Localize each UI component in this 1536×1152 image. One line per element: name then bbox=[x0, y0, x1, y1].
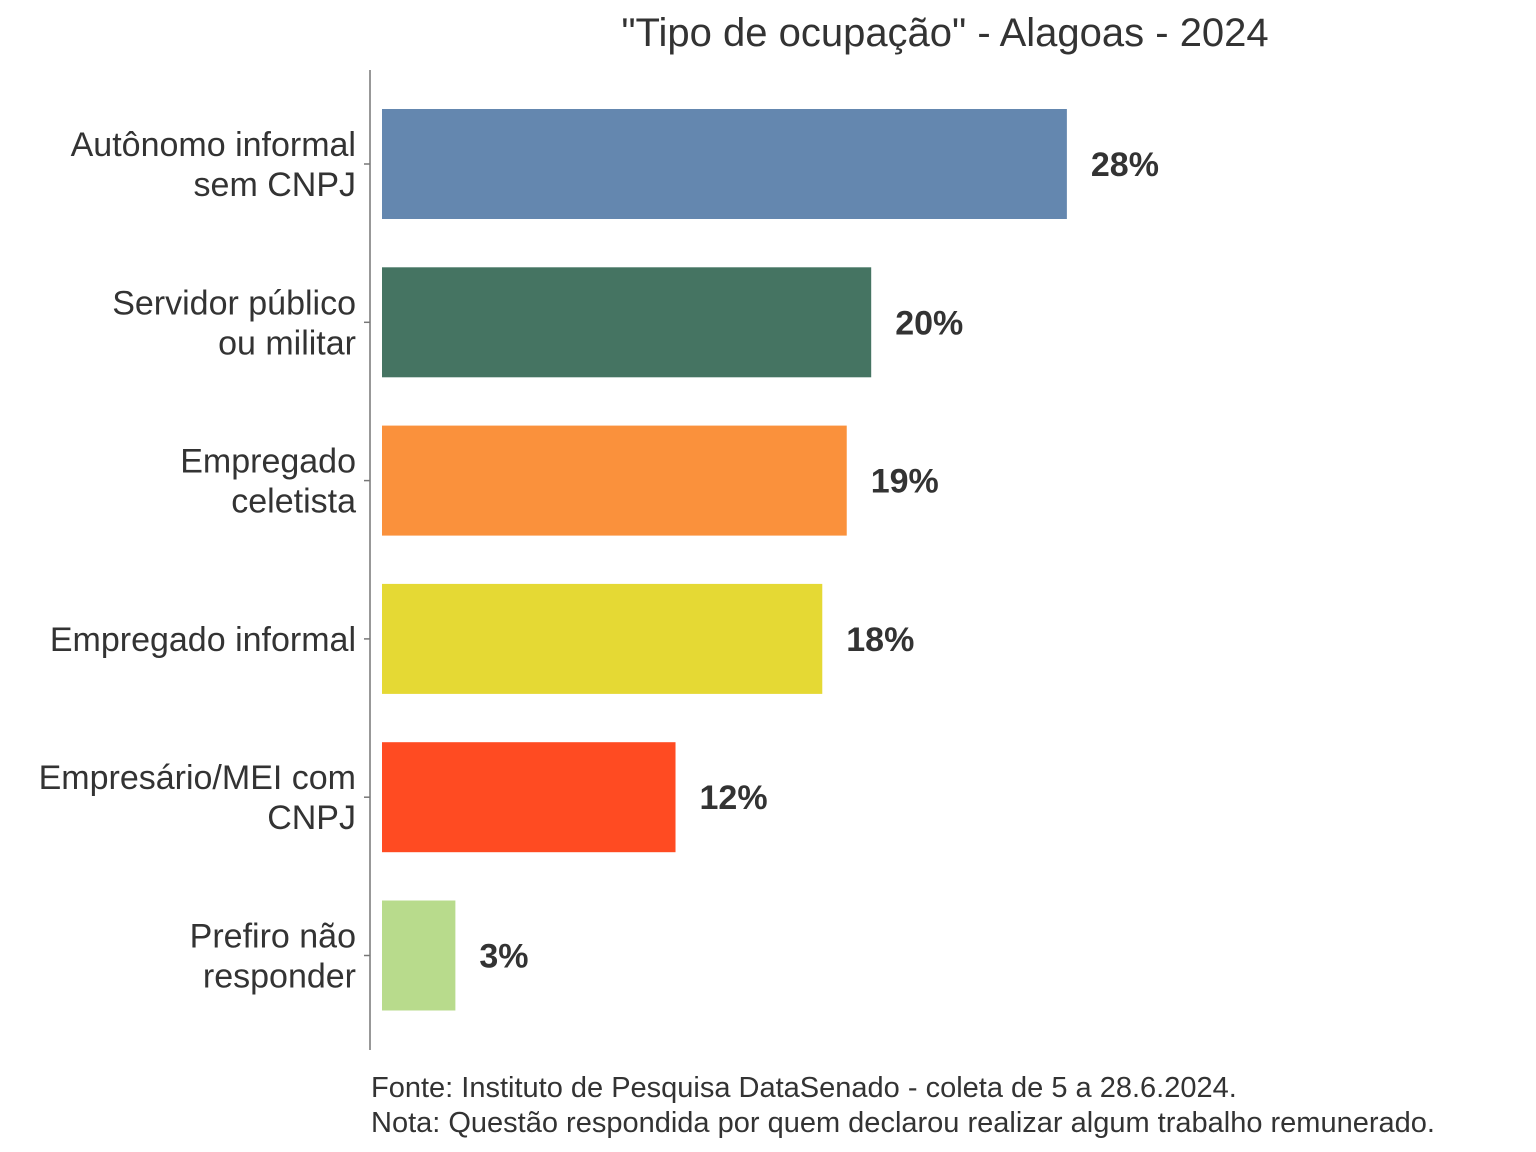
bar bbox=[382, 109, 1067, 219]
y-tick-label: Servidor público bbox=[112, 284, 356, 322]
y-tick-label: responder bbox=[203, 958, 356, 996]
footnote: Nota: Questão respondida por quem declar… bbox=[371, 1107, 1435, 1139]
data-label: 12% bbox=[700, 779, 768, 817]
bar bbox=[382, 900, 456, 1011]
data-label: 3% bbox=[479, 938, 528, 976]
data-label: 19% bbox=[871, 463, 939, 501]
bar bbox=[382, 425, 847, 536]
y-tick-label: Autônomo informal bbox=[71, 126, 356, 164]
bar bbox=[382, 583, 823, 694]
chart-title: "Tipo de ocupação" - Alagoas - 2024 bbox=[621, 11, 1268, 55]
data-label: 18% bbox=[846, 621, 914, 659]
y-tick-label: CNPJ bbox=[267, 799, 356, 837]
bar bbox=[382, 742, 676, 853]
y-tick-label: Empregado informal bbox=[50, 621, 356, 659]
y-tick-label: Empresário/MEI com bbox=[39, 759, 356, 797]
y-tick-label: celetista bbox=[231, 483, 356, 521]
y-tick-label: sem CNPJ bbox=[194, 166, 356, 204]
data-label: 20% bbox=[895, 304, 963, 342]
y-tick-label: Prefiro não bbox=[190, 918, 356, 956]
source-note: Fonte: Instituto de Pesquisa DataSenado … bbox=[371, 1072, 1237, 1104]
y-tick-label: Empregado bbox=[180, 443, 356, 481]
bar bbox=[382, 267, 872, 378]
y-tick-label: ou militar bbox=[218, 324, 356, 362]
data-label: 28% bbox=[1091, 146, 1159, 184]
